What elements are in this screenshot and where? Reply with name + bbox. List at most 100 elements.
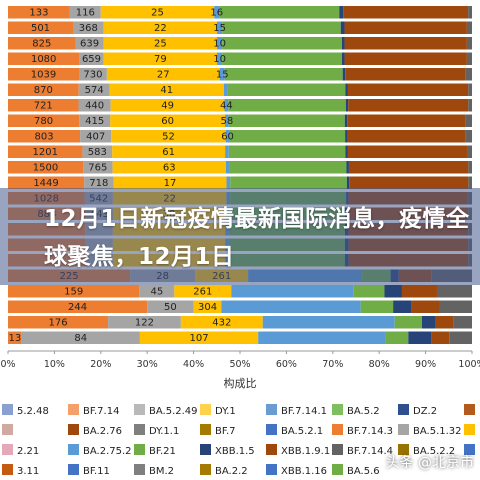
bar-segment xyxy=(8,114,80,127)
legend-swatch xyxy=(464,444,475,455)
bar-segment xyxy=(112,145,226,158)
data-label: 1080 xyxy=(31,54,56,65)
bar-segment xyxy=(453,316,472,329)
legend-label: BA.5.2.1 xyxy=(281,426,323,437)
data-label: 261 xyxy=(193,287,212,298)
bar-segment xyxy=(227,83,346,96)
data-label: 17 xyxy=(164,178,177,189)
data-label: 1449 xyxy=(33,178,58,189)
bar-segment xyxy=(103,37,218,50)
bar-segment xyxy=(222,52,342,65)
bar-segment xyxy=(217,52,223,65)
bar-segment xyxy=(439,300,472,313)
bar-segment xyxy=(345,99,349,112)
legend-swatch xyxy=(134,464,145,475)
bar-segment xyxy=(345,83,348,96)
legend-swatch xyxy=(68,464,79,475)
data-label: 440 xyxy=(85,101,104,112)
bar-segment xyxy=(78,99,111,112)
data-label: 60 xyxy=(221,132,234,143)
legend-swatch xyxy=(68,424,79,435)
legend-swatch xyxy=(134,404,145,415)
legend-swatch xyxy=(464,424,475,435)
legend-label: BA.2.75.2 xyxy=(83,446,132,457)
bar-segment xyxy=(225,114,229,127)
bar-segment xyxy=(8,6,70,19)
data-label: 1039 xyxy=(31,70,56,81)
bar-segment xyxy=(82,145,113,158)
bar-segment xyxy=(468,6,472,19)
data-label: 58 xyxy=(221,116,234,127)
bar-segment xyxy=(219,6,340,19)
bar-segment xyxy=(344,21,467,34)
x-tick-label: 90% xyxy=(415,359,436,370)
bar-segment xyxy=(83,161,113,174)
x-tick-label: 80% xyxy=(369,359,390,370)
bar-segment xyxy=(346,176,350,189)
bar-segment xyxy=(225,130,230,143)
bar-segment xyxy=(345,145,348,158)
data-label: 49 xyxy=(161,101,174,112)
bar-segment xyxy=(221,300,361,313)
bar-segment xyxy=(100,6,215,19)
bar-segment xyxy=(342,68,346,81)
bar-segment xyxy=(258,331,386,344)
data-label: 780 xyxy=(34,116,53,127)
bar-segment xyxy=(347,83,469,96)
bar-segment xyxy=(468,83,472,96)
bar-segment xyxy=(468,161,472,174)
data-label: 45 xyxy=(150,287,163,298)
data-label: 22 xyxy=(154,23,167,34)
bar-segment xyxy=(344,114,348,127)
bar-segment xyxy=(80,130,112,143)
x-axis-label: 构成比 xyxy=(224,376,257,390)
bar-segment xyxy=(231,285,354,298)
bar-segment xyxy=(345,68,466,81)
legend-swatch xyxy=(134,444,145,455)
bar-segment xyxy=(174,285,232,298)
bar-segment xyxy=(108,316,181,329)
legend-label: BA.5.2 xyxy=(347,406,380,417)
bar-segment xyxy=(139,285,175,298)
data-label: 27 xyxy=(157,70,170,81)
bar-segment xyxy=(348,99,469,112)
bar-segment xyxy=(349,176,469,189)
data-label: 44 xyxy=(220,101,233,112)
data-label: 133 xyxy=(29,8,48,19)
bar-segment xyxy=(385,331,409,344)
bar-segment xyxy=(8,300,148,313)
bar-segment xyxy=(468,99,472,112)
bar-segment xyxy=(465,130,472,143)
bar-segment xyxy=(348,161,469,174)
legend-label: BA.5.2.2 xyxy=(413,446,455,457)
legend-label: BF.7.14.4 xyxy=(347,446,393,457)
legend-swatch xyxy=(266,444,277,455)
bar-segment xyxy=(421,316,436,329)
bar-segment xyxy=(347,130,466,143)
data-label: 122 xyxy=(135,318,154,329)
legend-swatch xyxy=(2,424,13,435)
legend-swatch xyxy=(200,404,211,415)
data-label: 159 xyxy=(64,287,83,298)
bar-segment xyxy=(222,21,341,34)
bar-segment xyxy=(180,316,263,329)
bar-segment xyxy=(229,161,347,174)
legend-label: DY.1 xyxy=(215,406,236,417)
data-label: 52 xyxy=(162,132,175,143)
bar-segment xyxy=(110,99,225,112)
data-label: 825 xyxy=(32,39,51,50)
data-label: 639 xyxy=(80,39,99,50)
watermark-text: 头条 @北京市 xyxy=(385,455,474,471)
bar-segment xyxy=(84,176,114,189)
bar-segment xyxy=(110,114,226,127)
data-label: 583 xyxy=(88,147,107,158)
data-label: 415 xyxy=(85,116,104,127)
x-tick-label: 10% xyxy=(44,359,65,370)
data-label: 407 xyxy=(86,132,105,143)
bar-segment xyxy=(436,285,472,298)
legend-label: BF.7.14 xyxy=(83,406,119,417)
legend-swatch xyxy=(332,424,343,435)
bar-segment xyxy=(78,83,110,96)
bar-segment xyxy=(217,21,223,34)
data-label: 803 xyxy=(35,132,54,143)
